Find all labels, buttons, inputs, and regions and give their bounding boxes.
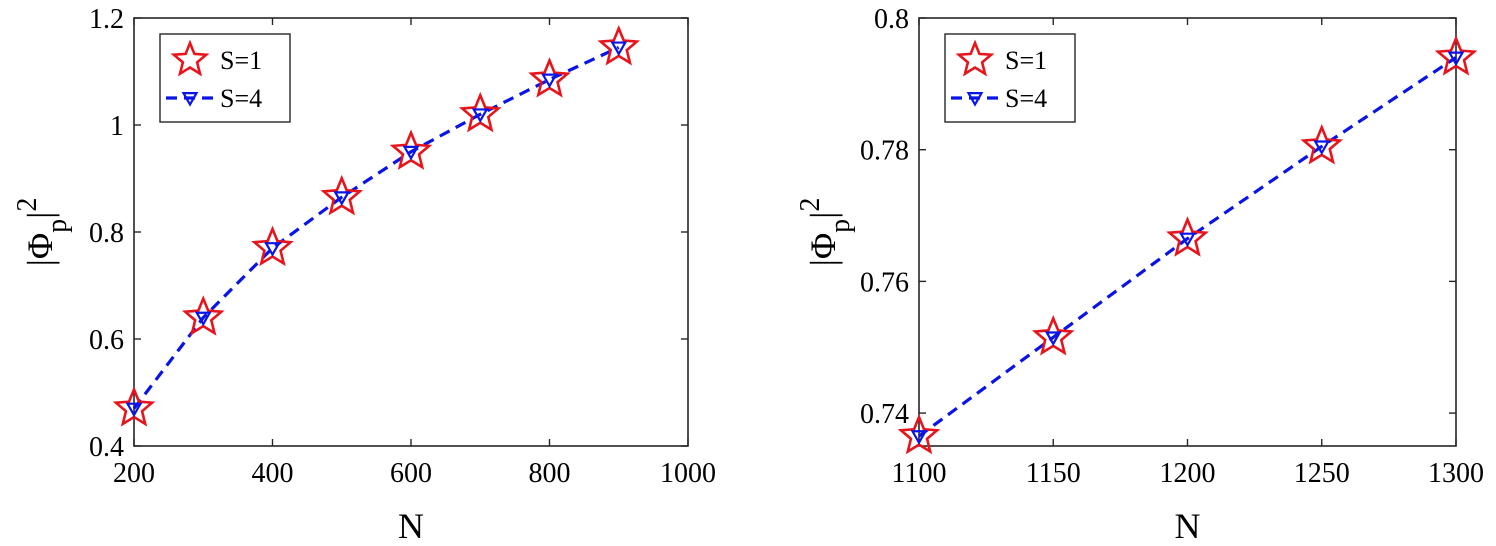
y-axis-label-bar: | xyxy=(803,212,843,219)
series-s4-triangle-marker xyxy=(471,108,489,124)
x-tick-label: 600 xyxy=(390,458,432,489)
series-s4-line xyxy=(132,45,620,410)
y-axis-label-main: |Φ xyxy=(20,233,60,267)
x-tick-label: 800 xyxy=(529,458,571,489)
y-axis-label-sub: p xyxy=(42,219,73,233)
y-tick-label: 0.78 xyxy=(860,136,909,167)
x-tick-label: 1150 xyxy=(1026,458,1081,489)
legend-s1-label: S=1 xyxy=(220,46,262,75)
series-s4-triangle-marker xyxy=(910,430,928,445)
x-axis-label: N xyxy=(398,506,424,546)
series-s4-triangle-marker xyxy=(1447,51,1465,67)
legend-s4-triangle-marker xyxy=(181,92,199,107)
legend-box xyxy=(159,33,291,123)
y-tick-label: 0.4 xyxy=(89,432,124,463)
series-s4-triangle-marker xyxy=(1313,140,1331,156)
series-s1-star-marker xyxy=(1300,123,1344,165)
y-axis-label-sup: 2 xyxy=(12,198,43,212)
series-s4-line xyxy=(918,56,1457,438)
series-s4-triangle-marker xyxy=(125,402,143,418)
series-s4-triangle-marker xyxy=(1179,232,1196,248)
series-s4-triangle-marker xyxy=(333,191,351,206)
series-s4-triangle-marker xyxy=(610,41,628,57)
right-chart-panel: 1100 1150 1200 1250 1300 0.74 0.76 0.78 0.8 N |Φp|… xyxy=(795,4,1484,546)
y-axis-label-sub: p xyxy=(825,219,856,233)
x-tick-label: 1250 xyxy=(1294,458,1350,489)
y-tick-label: 0.8 xyxy=(874,4,909,35)
legend-s1-star-marker xyxy=(170,39,210,77)
y-axis-label-bar: | xyxy=(20,212,60,219)
y-tick-label: 0.6 xyxy=(89,325,124,356)
series-s1-star-marker xyxy=(251,225,294,267)
x-tick-label: 1000 xyxy=(660,458,716,489)
series-s1-star-marker xyxy=(528,57,571,98)
y-axis-label: |Φp|2 xyxy=(795,198,856,267)
x-tick-label: 1300 xyxy=(1428,458,1484,489)
y-tick-label: 1 xyxy=(110,111,124,142)
y-axis-label-main: |Φ xyxy=(803,233,843,267)
legend-s4-label: S=4 xyxy=(1005,84,1047,113)
x-tick-label: 400 xyxy=(252,458,294,489)
y-axis-label-sup: 2 xyxy=(795,198,826,212)
legend-s1-label: S=1 xyxy=(1005,46,1047,75)
series-s4-triangle-marker xyxy=(194,311,212,327)
legend-s4-label: S=4 xyxy=(220,84,262,113)
legend-box xyxy=(944,33,1076,123)
y-tick-label: 1.2 xyxy=(89,4,124,35)
series-s4-triangle-marker xyxy=(402,145,420,161)
series-s4-triangle-marker xyxy=(1044,331,1062,347)
series-s1-star-marker xyxy=(320,174,364,216)
series-s1-star-marker xyxy=(458,91,502,133)
y-tick-label: 0.8 xyxy=(89,218,124,249)
series-s4-triangle-marker xyxy=(264,242,281,257)
y-tick-label: 0.74 xyxy=(860,399,909,430)
x-tick-label: 200 xyxy=(113,458,155,489)
legend-s4-triangle-marker xyxy=(966,92,984,107)
legend-s1-star-marker xyxy=(955,39,995,77)
y-axis-label: |Φp|2 xyxy=(12,198,73,267)
y-tick-label: 0.76 xyxy=(860,267,909,298)
left-chart-panel: 200 400 600 800 1000 0.4 0.6 0.8 1 1.2 N |Φp|2 S=1 S=… xyxy=(12,4,716,546)
series-s4-triangle-marker xyxy=(541,73,558,89)
x-tick-label: 1200 xyxy=(1160,458,1216,489)
x-axis-label: N xyxy=(1175,506,1201,546)
x-tick-label: 1100 xyxy=(892,458,947,489)
series-s1-star-marker xyxy=(597,25,641,66)
